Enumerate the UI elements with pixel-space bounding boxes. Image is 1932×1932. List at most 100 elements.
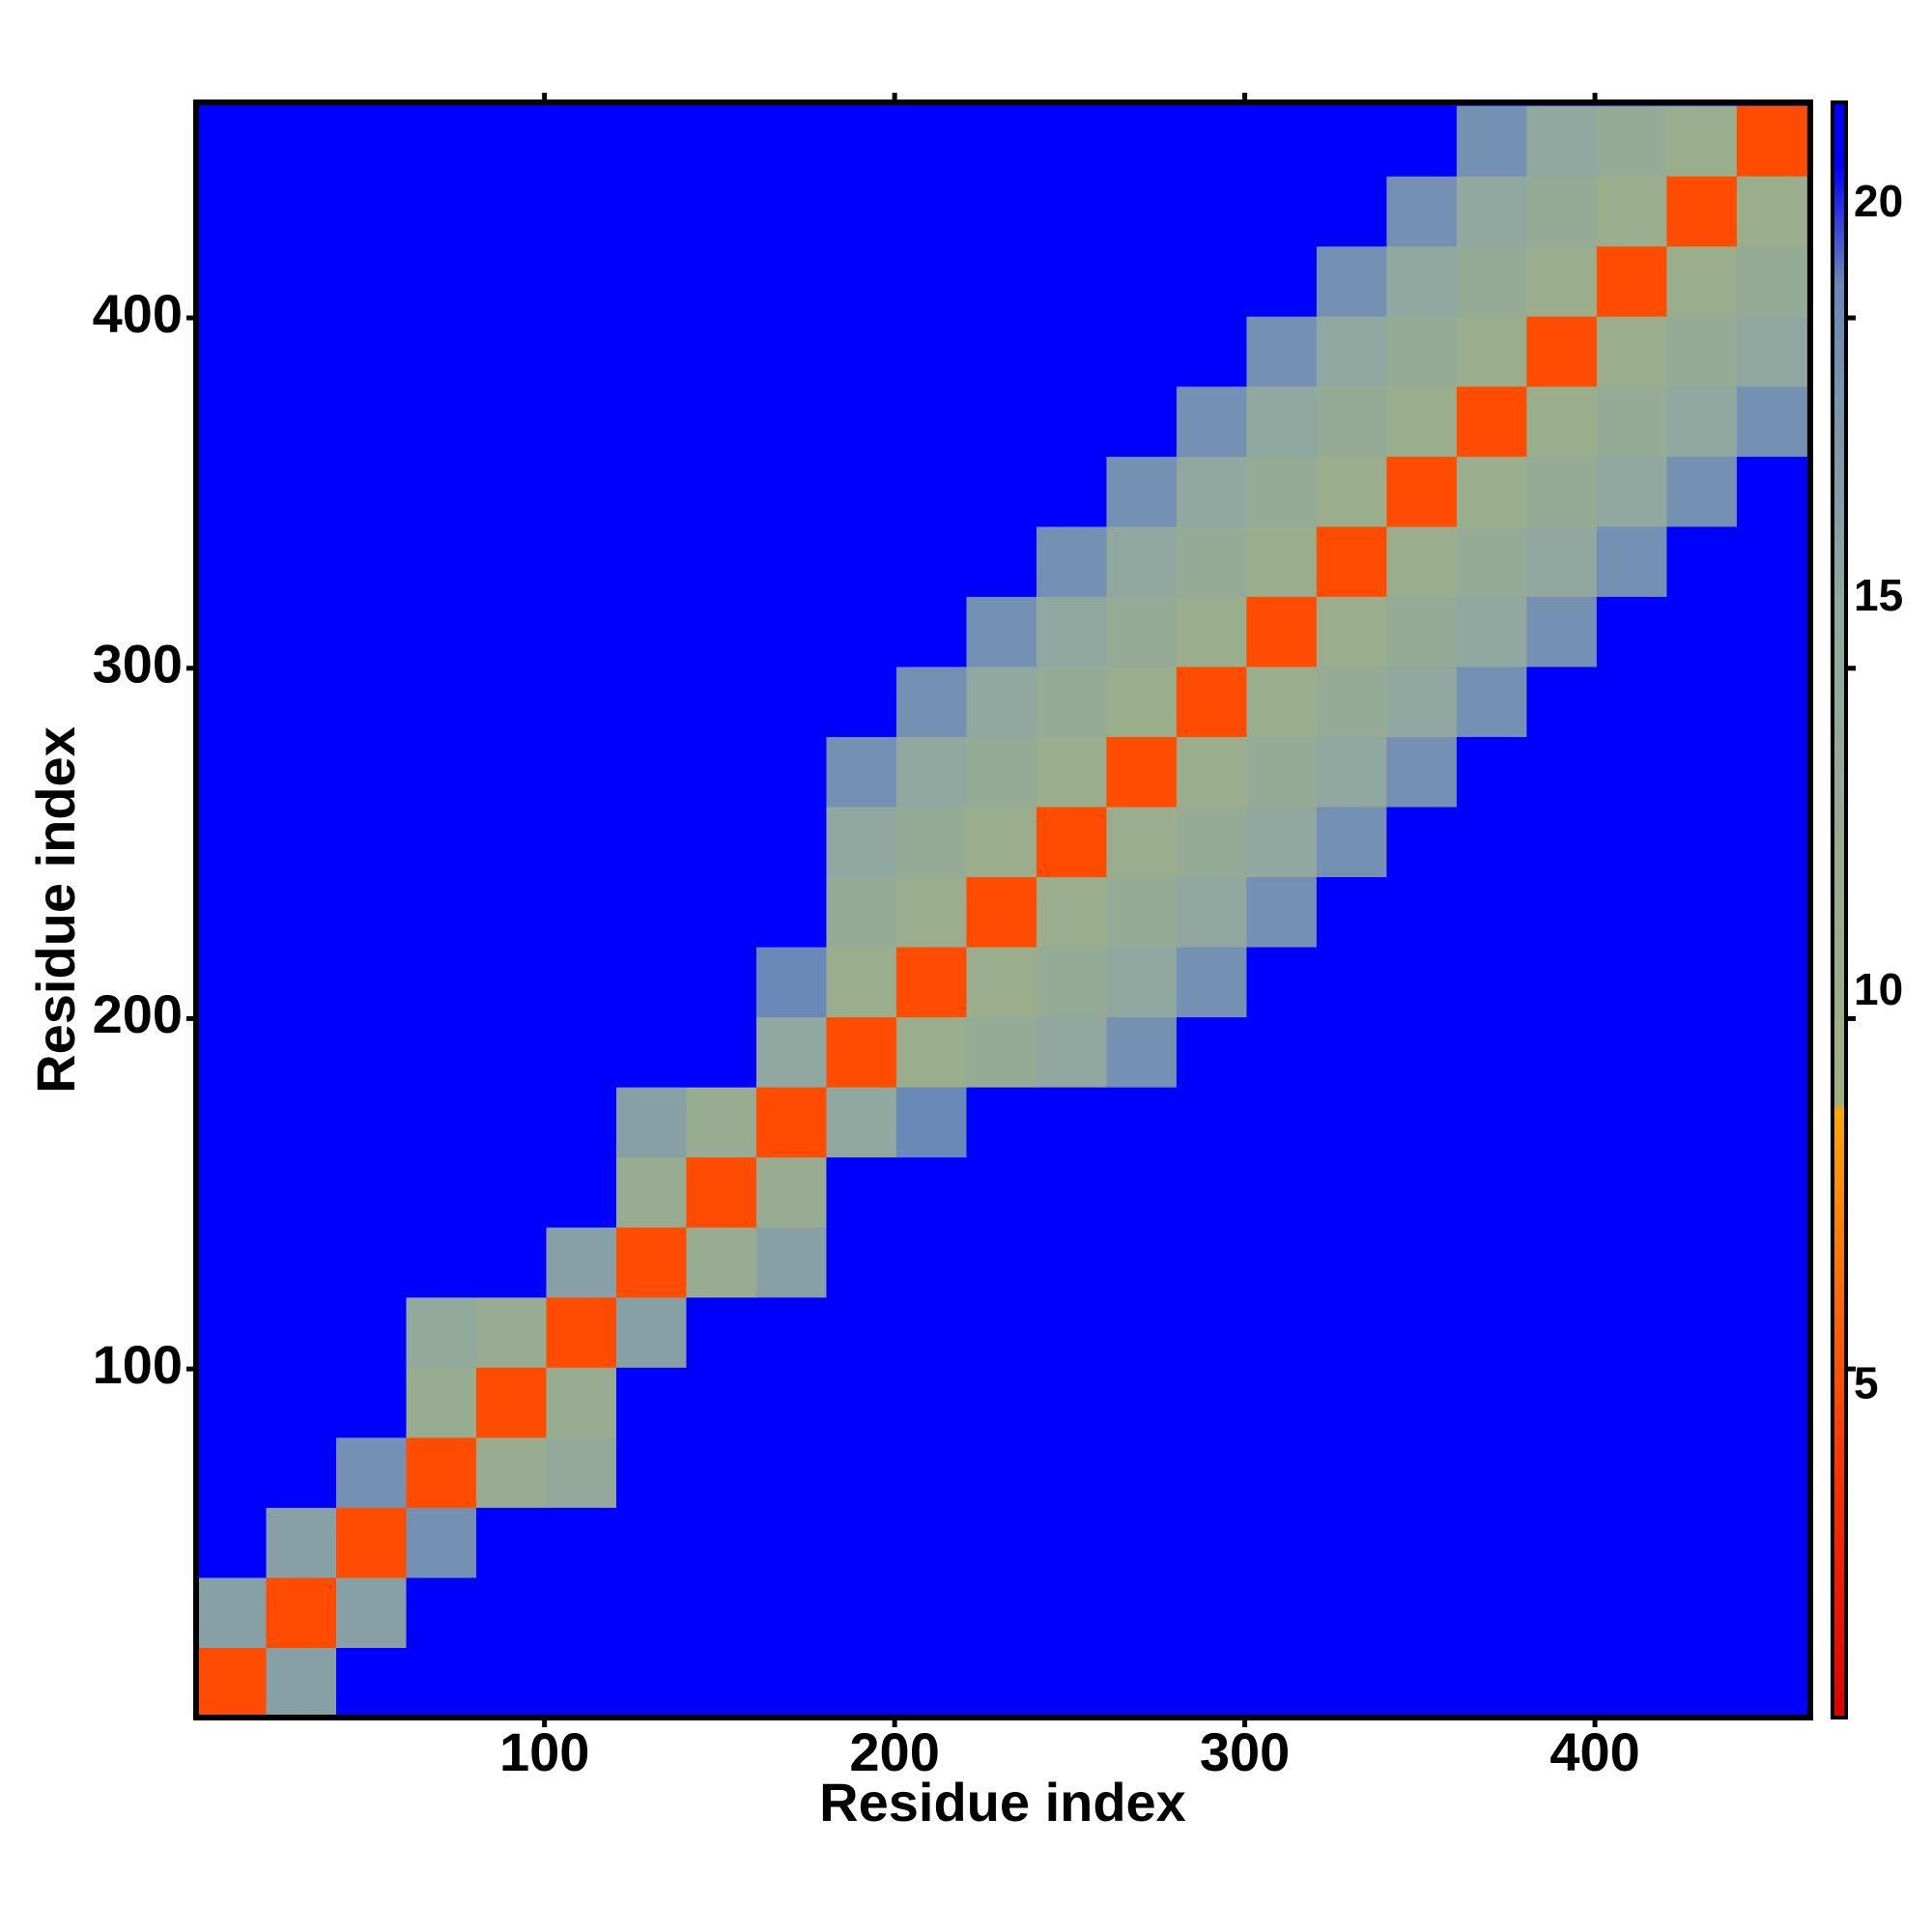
heatmap-cell (266, 876, 337, 948)
heatmap-cell (615, 1577, 687, 1648)
heatmap-cell (686, 245, 757, 317)
heatmap-cell (1666, 316, 1738, 387)
heatmap-cell (335, 1436, 407, 1508)
heatmap-cell (826, 1016, 897, 1088)
heatmap-cell (686, 316, 757, 387)
heatmap-cell (895, 1436, 967, 1508)
heatmap-cell (755, 385, 827, 457)
heatmap-cell (475, 736, 547, 808)
heatmap-cell (686, 666, 757, 737)
heatmap-cell (1456, 1227, 1527, 1298)
heatmap-cell (266, 1577, 337, 1648)
heatmap-cell (546, 176, 617, 247)
heatmap-cell (1456, 876, 1527, 948)
heatmap-cell (1666, 1367, 1738, 1438)
heatmap-cell (1176, 385, 1247, 457)
heatmap-cell (1036, 456, 1107, 527)
heatmap-cell (966, 807, 1037, 878)
heatmap-cell (196, 666, 267, 737)
heatmap-cell (1386, 1436, 1458, 1508)
heatmap-cell (1526, 316, 1598, 387)
heatmap-cell (1596, 526, 1667, 597)
heatmap-cell (755, 596, 827, 668)
heatmap-cell (406, 385, 477, 457)
heatmap-cell (1526, 1156, 1598, 1228)
heatmap-cell (1456, 666, 1527, 737)
heatmap-cell (335, 947, 407, 1018)
heatmap-cell (406, 596, 477, 668)
heatmap-cell (546, 1436, 617, 1508)
heatmap-cell (1176, 1436, 1247, 1508)
heatmap-cell (895, 1016, 967, 1088)
heatmap-cell (686, 176, 757, 247)
heatmap-cell (1246, 176, 1318, 247)
heatmap-cell (406, 1507, 477, 1578)
heatmap-cell (266, 1296, 337, 1368)
heatmap-cell (1106, 1087, 1178, 1158)
heatmap-cell (686, 1436, 757, 1508)
heatmap-cell (1596, 666, 1667, 737)
heatmap-cell (1736, 1227, 1807, 1298)
heatmap-cell (266, 1507, 337, 1578)
heatmap-cell (1036, 1016, 1107, 1088)
heatmap-cell (686, 1647, 757, 1719)
heatmap-cell (1386, 1507, 1458, 1578)
heatmap-cell (1106, 456, 1178, 527)
heatmap-cell (1526, 666, 1598, 737)
heatmap-cell (475, 526, 547, 597)
heatmap-cell (1596, 876, 1667, 948)
heatmap-cell (1386, 245, 1458, 317)
heatmap-cell (1526, 526, 1598, 597)
heatmap-cell (1666, 1016, 1738, 1088)
heatmap-cell (335, 596, 407, 668)
heatmap-cell (1736, 1647, 1807, 1719)
heatmap-cell (1456, 1647, 1527, 1719)
heatmap-cell (1526, 456, 1598, 527)
heatmap-cell (406, 1647, 477, 1719)
heatmap-cell (1666, 1647, 1738, 1719)
heatmap-cell (1316, 1227, 1387, 1298)
heatmap-cell (1596, 1227, 1667, 1298)
heatmap-cell (1666, 1087, 1738, 1158)
heatmap-cell (1456, 596, 1527, 668)
heatmap-cell (335, 1367, 407, 1438)
heatmap-cell (1176, 1577, 1247, 1648)
heatmap-cell (1736, 1156, 1807, 1228)
heatmap-cell (1736, 596, 1807, 668)
heatmap-cell (966, 876, 1037, 948)
heatmap-cell (686, 596, 757, 668)
x-tick-label: 100 (499, 1721, 589, 1782)
heatmap-cell (686, 1577, 757, 1648)
heatmap-cell (755, 1436, 827, 1508)
heatmap-cell (1456, 316, 1527, 387)
heatmap-cell (1176, 1647, 1247, 1719)
heatmap-cell (755, 526, 827, 597)
heatmap-cell (826, 245, 897, 317)
heatmap-cell (1106, 245, 1178, 317)
heatmap-cell (1106, 1016, 1178, 1088)
heatmap-cell (1106, 876, 1178, 948)
heatmap-cell (266, 105, 337, 177)
heatmap-cell (1106, 105, 1178, 177)
heatmap-cell (546, 947, 617, 1018)
heatmap-cell (1036, 1577, 1107, 1648)
heatmap-cell (966, 666, 1037, 737)
heatmap-cell (1456, 947, 1527, 1018)
colorbar (1831, 100, 1848, 1719)
heatmap-cell (1246, 1156, 1318, 1228)
heatmap-cell (475, 807, 547, 878)
heatmap-cell (1736, 1367, 1807, 1438)
heatmap-cell (196, 807, 267, 878)
heatmap-cell (1386, 596, 1458, 668)
heatmap-cell (895, 1367, 967, 1438)
heatmap-cell (406, 526, 477, 597)
heatmap-cell (1386, 736, 1458, 808)
heatmap-cell (826, 385, 897, 457)
heatmap-cell (966, 176, 1037, 247)
heatmap-cell (1736, 526, 1807, 597)
y-tick-label: 400 (93, 283, 183, 344)
heatmap-cell (1176, 526, 1247, 597)
heatmap-cell (335, 666, 407, 737)
heatmap-cell (335, 1296, 407, 1368)
heatmap-cell (755, 245, 827, 317)
